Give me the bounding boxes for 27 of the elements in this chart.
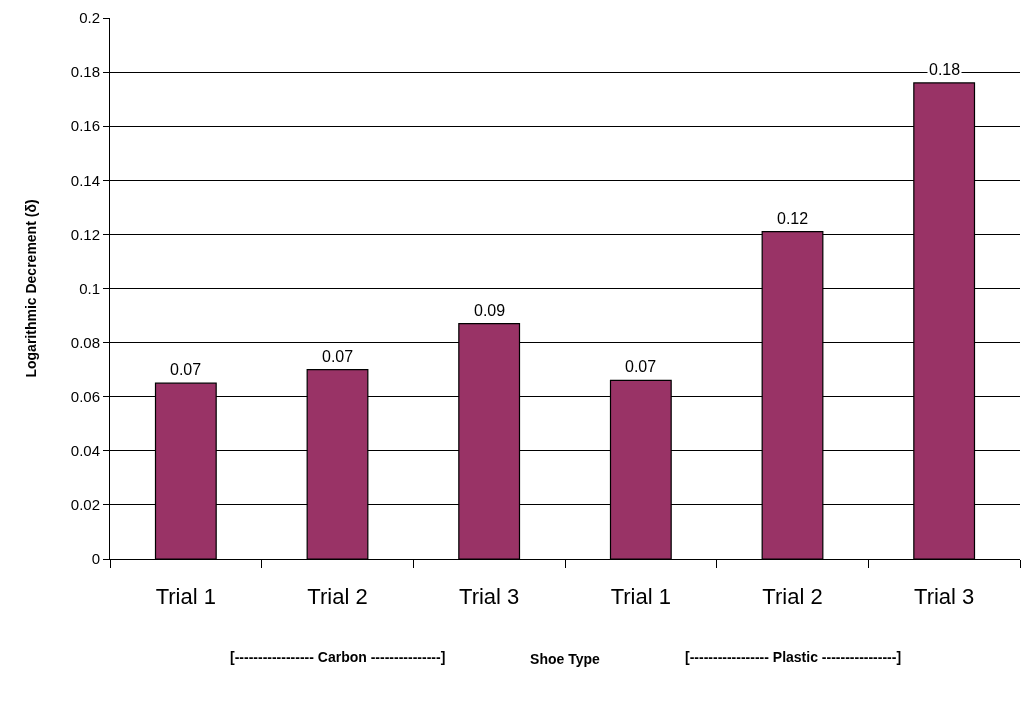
data-label: 0.07 <box>322 348 354 365</box>
y-tick-label: 0 <box>91 550 100 568</box>
x-axis-title: Shoe Type <box>530 650 601 667</box>
x-tick-label: Trial 3 <box>914 584 975 610</box>
data-label: 0.18 <box>929 61 961 78</box>
data-label: 0.07 <box>625 358 657 375</box>
y-tick-label: 0.16 <box>70 117 100 135</box>
text: [----------------- Carbon ---------------] <box>230 649 446 665</box>
x-tick-label: Trial 1 <box>610 584 671 610</box>
x-tick-label: Trial 2 <box>762 584 823 610</box>
y-tick-label: 0.08 <box>70 333 100 351</box>
y-tick-label: 0.18 <box>70 63 100 81</box>
y-tick-label: 0.02 <box>70 496 100 514</box>
y-tick-label: 0.1 <box>79 279 100 297</box>
data-label: 0.09 <box>474 302 506 319</box>
text: [----------------- Plastic ----------------] <box>685 649 902 665</box>
x-tick-label: Trial 1 <box>155 584 216 610</box>
y-tick-label: 0.12 <box>70 225 100 243</box>
y-tick-label: 0.04 <box>70 442 100 460</box>
x-tick-label: Trial 2 <box>307 584 368 610</box>
y-tick-label: 0.14 <box>70 171 100 189</box>
data-label: 0.12 <box>777 210 809 227</box>
data-label: 0.07 <box>170 361 202 378</box>
y-tick-label: 0.06 <box>70 387 100 405</box>
x-tick-label: Trial 3 <box>459 584 520 610</box>
y-axis-title: Logarithmic Decrement (δ) <box>23 199 40 378</box>
y-tick-label: 0.2 <box>79 9 100 27</box>
